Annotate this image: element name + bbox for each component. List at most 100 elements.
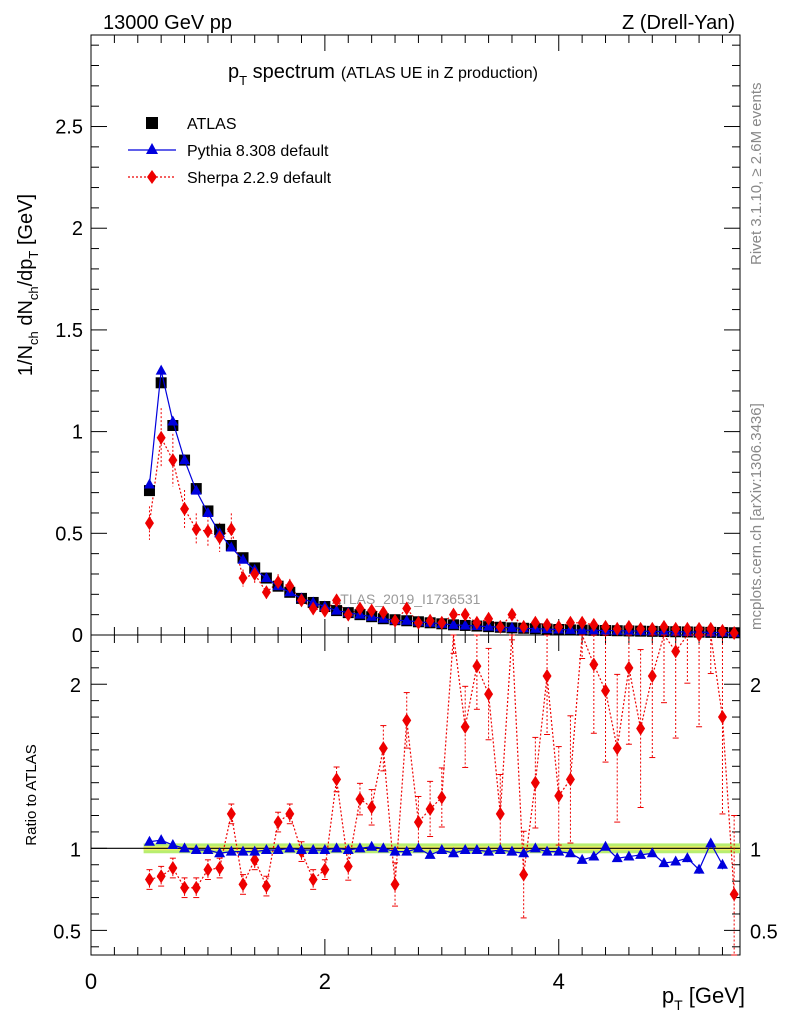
ratio-sherpa-point	[542, 669, 552, 684]
ratio-sherpa-point	[519, 867, 529, 882]
main-atlas-point	[167, 420, 179, 432]
analysis-watermark: ATLAS_2019_I1736531	[332, 591, 481, 607]
ratio-sherpa-point	[717, 710, 727, 725]
main-pythia-point	[459, 619, 471, 630]
ratio-sherpa-point	[530, 775, 540, 790]
main-sherpa-point	[659, 619, 669, 634]
ratio-pythia-point	[319, 843, 331, 854]
main-pythia-point	[225, 541, 237, 552]
main-sherpa-point	[261, 585, 271, 600]
ratio-sherpa-point	[495, 806, 505, 821]
main-ytick-label: 2.5	[55, 117, 83, 139]
main-title: pT spectrum (ATLAS UE in Z production)	[228, 61, 538, 88]
main-sherpa-point	[682, 621, 692, 636]
ratio-pythia-point	[260, 843, 272, 854]
ratio-sherpa-point	[355, 792, 365, 807]
ratio-pythia-point	[693, 863, 705, 874]
main-pythia-point	[448, 618, 460, 629]
ratio-pythia-point	[155, 834, 167, 845]
ratio-sherpa-point	[203, 862, 213, 877]
legend-atlas-label: ATLAS	[187, 116, 237, 133]
main-sherpa-point	[554, 619, 564, 634]
ratio-sherpa-point	[589, 657, 599, 672]
rivet-label: Rivet 3.1.10, ≥ 2.6M events	[748, 83, 765, 266]
main-sherpa-point	[460, 607, 470, 622]
ratio-panel-frame	[90, 634, 741, 956]
main-sherpa-point	[729, 625, 739, 640]
ratio-sherpa-point	[460, 719, 470, 734]
ratio-pythia-point	[167, 839, 179, 850]
ratio-ytick-label-right: 2	[750, 675, 761, 697]
main-pythia-point	[506, 621, 518, 632]
main-sherpa-point	[472, 615, 482, 630]
main-sherpa-point	[495, 619, 505, 634]
main-sherpa-point	[612, 621, 622, 636]
ratio-pythia-point	[354, 842, 366, 853]
ratio-pythia-point	[506, 845, 518, 856]
ratio-sherpa-point	[624, 660, 634, 675]
main-ytick-label: 1.5	[55, 320, 83, 342]
main-sherpa-point	[647, 621, 657, 636]
ratio-pythia-point	[518, 847, 530, 858]
ratio-sherpa-point	[261, 879, 271, 894]
ratio-pythia-point	[670, 855, 682, 866]
main-sherpa-point	[425, 613, 435, 628]
main-sherpa-point	[144, 516, 154, 531]
ratio-sherpa-point	[694, 628, 704, 642]
main-sherpa-point	[367, 603, 377, 618]
ratio-pythia-point	[190, 843, 202, 854]
main-sherpa-point	[624, 619, 634, 634]
main-sherpa-point	[542, 617, 552, 632]
ratio-axis-ticks: 0.5 0.5 1 1 2 2 0 2 4	[53, 635, 778, 994]
main-sherpa-point	[226, 522, 236, 537]
ratio-pythia-point	[623, 850, 635, 861]
main-pythia-point	[179, 454, 191, 465]
legend: ATLAS Pythia 8.308 default Sherpa 2.2.9 …	[128, 116, 332, 187]
main-sherpa-point	[273, 575, 283, 590]
ratio-pythia-point	[272, 843, 284, 854]
main-sherpa-point	[519, 619, 529, 634]
ratio-sherpa-point	[367, 800, 377, 815]
ratio-pythia-point	[214, 847, 226, 858]
ratio-pythia-point	[377, 842, 389, 853]
main-sherpa-point	[717, 623, 727, 638]
main-sherpa-point	[507, 607, 517, 622]
main-sherpa-point	[413, 615, 423, 630]
ratio-sherpa-point	[484, 687, 494, 702]
ratio-pythia-point	[342, 843, 354, 854]
main-atlas-point	[143, 485, 155, 497]
main-ytick-label: 0.5	[55, 523, 83, 545]
main-sherpa-point	[355, 601, 365, 616]
ratio-pythia-point	[366, 840, 378, 851]
main-sherpa-point	[156, 430, 166, 445]
ratio-sherpa-point	[437, 790, 447, 805]
ratio-data-marks	[143, 628, 739, 956]
ratio-pythia-point	[448, 847, 460, 858]
ratio-sherpa-point	[332, 772, 342, 787]
ratio-pythia-point	[646, 847, 658, 858]
ratio-pythia-point	[401, 845, 413, 856]
main-sherpa-point	[601, 619, 611, 634]
ratio-xtick-label: 4	[553, 969, 565, 994]
main-sherpa-point	[168, 453, 178, 468]
x-axis-label: pT [GeV]	[662, 983, 745, 1013]
main-sherpa-point	[390, 613, 400, 628]
main-sherpa-point	[636, 621, 646, 636]
ratio-pythia-point	[389, 845, 401, 856]
ratio-pythia-point	[611, 852, 623, 863]
ratio-sherpa-point	[554, 788, 564, 803]
ratio-sherpa-point	[320, 862, 330, 877]
legend-sherpa-marker	[147, 170, 157, 184]
ratio-sherpa-point	[215, 861, 225, 876]
legend-pythia-marker	[146, 143, 158, 154]
main-sherpa-point	[577, 615, 587, 630]
mcplots-label: mcplots.cern.ch [arXiv:1306.3436]	[748, 403, 765, 630]
main-pythia-point	[237, 553, 249, 564]
ratio-sherpa-point	[285, 806, 295, 821]
main-sherpa-point	[203, 524, 213, 539]
legend-atlas-marker	[146, 117, 158, 129]
main-ytick-label: 1	[72, 422, 83, 444]
ratio-pythia-point	[541, 845, 553, 856]
main-sherpa-point	[484, 611, 494, 626]
